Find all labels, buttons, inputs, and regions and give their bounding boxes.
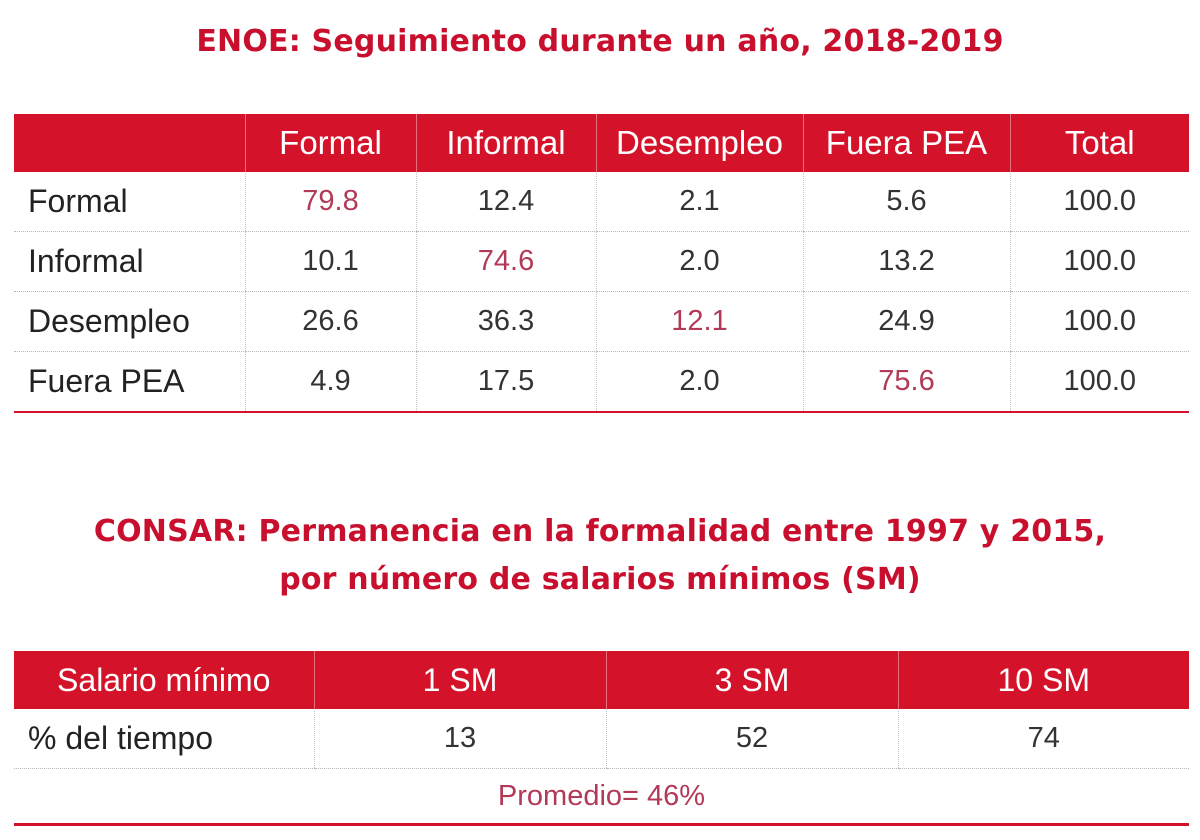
table-cell: 52 bbox=[605, 709, 898, 769]
table-row: Informal 10.1 74.6 2.0 13.2 100.0 bbox=[14, 231, 1189, 292]
header-3-sm: 3 SM bbox=[605, 651, 898, 709]
consar-title: CONSAR: Permanencia en la formalidad ent… bbox=[0, 508, 1200, 604]
header-formal: Formal bbox=[244, 114, 416, 172]
enoe-transition-table: Formal Informal Desempleo Fuera PEA Tota… bbox=[14, 114, 1189, 413]
average-cell: Promedio= 46% bbox=[14, 768, 1189, 826]
table-cell: 100.0 bbox=[1009, 231, 1189, 292]
table-cell: 17.5 bbox=[415, 351, 596, 413]
table-header-row: Formal Informal Desempleo Fuera PEA Tota… bbox=[14, 114, 1189, 172]
table-cell: 13 bbox=[313, 709, 606, 769]
row-label-fuera-pea: Fuera PEA bbox=[14, 351, 245, 413]
header-informal: Informal bbox=[415, 114, 596, 172]
row-label-desempleo: Desempleo bbox=[14, 291, 245, 352]
table-cell: 75.6 bbox=[802, 351, 1010, 413]
consar-table: Salario mínimo 1 SM 3 SM 10 SM % del tie… bbox=[14, 651, 1189, 826]
table-cell: 26.6 bbox=[244, 291, 416, 352]
header-10-sm: 10 SM bbox=[897, 651, 1189, 709]
table-cell: 12.1 bbox=[595, 291, 803, 352]
table-row: Fuera PEA 4.9 17.5 2.0 75.6 100.0 bbox=[14, 351, 1189, 413]
enoe-title: ENOE: Seguimiento durante un año, 2018-2… bbox=[196, 24, 1004, 59]
table-cell: 12.4 bbox=[415, 172, 596, 232]
table-cell: 74.6 bbox=[415, 231, 596, 292]
row-label-pct-tiempo: % del tiempo bbox=[14, 709, 314, 769]
table-cell: 100.0 bbox=[1009, 172, 1189, 232]
table-row: Promedio= 46% bbox=[14, 768, 1189, 826]
table-cell: 36.3 bbox=[415, 291, 596, 352]
row-label-formal: Formal bbox=[14, 172, 245, 232]
header-empty bbox=[14, 114, 245, 172]
table-cell: 2.0 bbox=[595, 231, 803, 292]
table-cell: 79.8 bbox=[244, 172, 416, 232]
header-total: Total bbox=[1009, 114, 1189, 172]
consar-title-line1: CONSAR: Permanencia en la formalidad ent… bbox=[93, 514, 1107, 549]
table-cell: 5.6 bbox=[802, 172, 1010, 232]
table-header-row: Salario mínimo 1 SM 3 SM 10 SM bbox=[14, 651, 1189, 709]
header-fuera-pea: Fuera PEA bbox=[802, 114, 1010, 172]
table-cell: 74 bbox=[897, 709, 1189, 769]
table-cell: 100.0 bbox=[1009, 351, 1189, 413]
table-row: Formal 79.8 12.4 2.1 5.6 100.0 bbox=[14, 172, 1189, 232]
header-salario-minimo: Salario mínimo bbox=[14, 651, 314, 709]
table-cell: 2.0 bbox=[595, 351, 803, 413]
table-row: Desempleo 26.6 36.3 12.1 24.9 100.0 bbox=[14, 291, 1189, 352]
table-cell: 10.1 bbox=[244, 231, 416, 292]
table-row: % del tiempo 13 52 74 bbox=[14, 709, 1189, 769]
header-desempleo: Desempleo bbox=[595, 114, 803, 172]
table-cell: 13.2 bbox=[802, 231, 1010, 292]
table-cell: 24.9 bbox=[802, 291, 1010, 352]
row-label-informal: Informal bbox=[14, 231, 245, 292]
table-cell: 4.9 bbox=[244, 351, 416, 413]
table-cell: 100.0 bbox=[1009, 291, 1189, 352]
table-cell: 2.1 bbox=[595, 172, 803, 232]
header-1-sm: 1 SM bbox=[313, 651, 606, 709]
consar-title-line2: por número de salarios mínimos (SM) bbox=[279, 562, 921, 597]
